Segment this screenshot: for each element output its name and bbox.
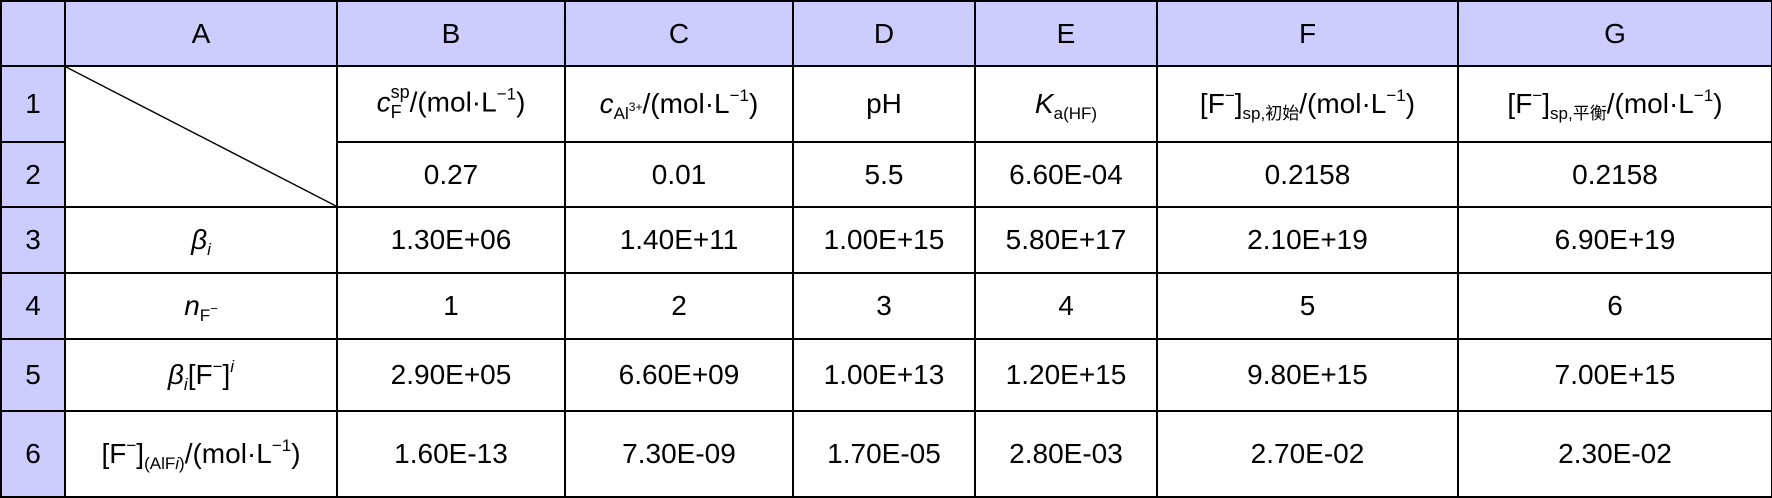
- cell-g1[interactable]: [F−]sp,平衡/(mol·L−1): [1457, 65, 1772, 143]
- cell-d5[interactable]: 1.00E+13: [792, 338, 976, 412]
- cell-e2[interactable]: 6.60E-04: [974, 141, 1158, 208]
- cell-a4[interactable]: nF−: [64, 272, 338, 340]
- col-header-g[interactable]: G: [1457, 0, 1772, 67]
- cell-f5[interactable]: 9.80E+15: [1156, 338, 1459, 412]
- cell-a6[interactable]: [F−](AlFi)/(mol·L−1): [64, 410, 338, 498]
- cell-a3[interactable]: βi: [64, 206, 338, 274]
- cell-b2[interactable]: 0.27: [336, 141, 566, 208]
- cell-f2[interactable]: 0.2158: [1156, 141, 1459, 208]
- cell-e3[interactable]: 5.80E+17: [974, 206, 1158, 274]
- cell-c5[interactable]: 6.60E+09: [564, 338, 794, 412]
- cell-f6[interactable]: 2.70E-02: [1156, 410, 1459, 498]
- col-header-d[interactable]: D: [792, 0, 976, 67]
- col-header-a[interactable]: A: [64, 0, 338, 67]
- corner-cell[interactable]: [0, 0, 66, 67]
- cell-g3[interactable]: 6.90E+19: [1457, 206, 1772, 274]
- cell-d4[interactable]: 3: [792, 272, 976, 340]
- cell-e4[interactable]: 4: [974, 272, 1158, 340]
- cell-e1[interactable]: Ka(HF): [974, 65, 1158, 143]
- cell-d1[interactable]: pH: [792, 65, 976, 143]
- cell-g5[interactable]: 7.00E+15: [1457, 338, 1772, 412]
- cell-d2[interactable]: 5.5: [792, 141, 976, 208]
- cell-b4[interactable]: 1: [336, 272, 566, 340]
- col-header-e[interactable]: E: [974, 0, 1158, 67]
- row-header-5[interactable]: 5: [0, 338, 66, 412]
- cell-a5[interactable]: βi[F−]i: [64, 338, 338, 412]
- cell-e5[interactable]: 1.20E+15: [974, 338, 1158, 412]
- col-header-b[interactable]: B: [336, 0, 566, 67]
- cell-c2[interactable]: 0.01: [564, 141, 794, 208]
- cell-b1[interactable]: c sp F/(mol·L−1): [336, 65, 566, 143]
- row-header-4[interactable]: 4: [0, 272, 66, 340]
- cell-b6[interactable]: 1.60E-13: [336, 410, 566, 498]
- cell-g6[interactable]: 2.30E-02: [1457, 410, 1772, 498]
- cell-c1[interactable]: cAl3+/(mol·L−1): [564, 65, 794, 143]
- diagonal-corner-cell[interactable]: [64, 65, 338, 208]
- diagonal-line: [66, 67, 336, 206]
- cell-c4[interactable]: 2: [564, 272, 794, 340]
- col-header-f[interactable]: F: [1156, 0, 1459, 67]
- cell-d3[interactable]: 1.00E+15: [792, 206, 976, 274]
- cell-f3[interactable]: 2.10E+19: [1156, 206, 1459, 274]
- cell-b5[interactable]: 2.90E+05: [336, 338, 566, 412]
- col-header-c[interactable]: C: [564, 0, 794, 67]
- cell-c3[interactable]: 1.40E+11: [564, 206, 794, 274]
- row-header-6[interactable]: 6: [0, 410, 66, 498]
- row-header-1[interactable]: 1: [0, 65, 66, 143]
- cell-d6[interactable]: 1.70E-05: [792, 410, 976, 498]
- cell-e6[interactable]: 2.80E-03: [974, 410, 1158, 498]
- row-header-3[interactable]: 3: [0, 206, 66, 274]
- cell-g2[interactable]: 0.2158: [1457, 141, 1772, 208]
- cell-c6[interactable]: 7.30E-09: [564, 410, 794, 498]
- cell-f1[interactable]: [F−]sp,初始/(mol·L−1): [1156, 65, 1459, 143]
- cell-b3[interactable]: 1.30E+06: [336, 206, 566, 274]
- cell-f4[interactable]: 5: [1156, 272, 1459, 340]
- cell-g4[interactable]: 6: [1457, 272, 1772, 340]
- row-header-2[interactable]: 2: [0, 141, 66, 208]
